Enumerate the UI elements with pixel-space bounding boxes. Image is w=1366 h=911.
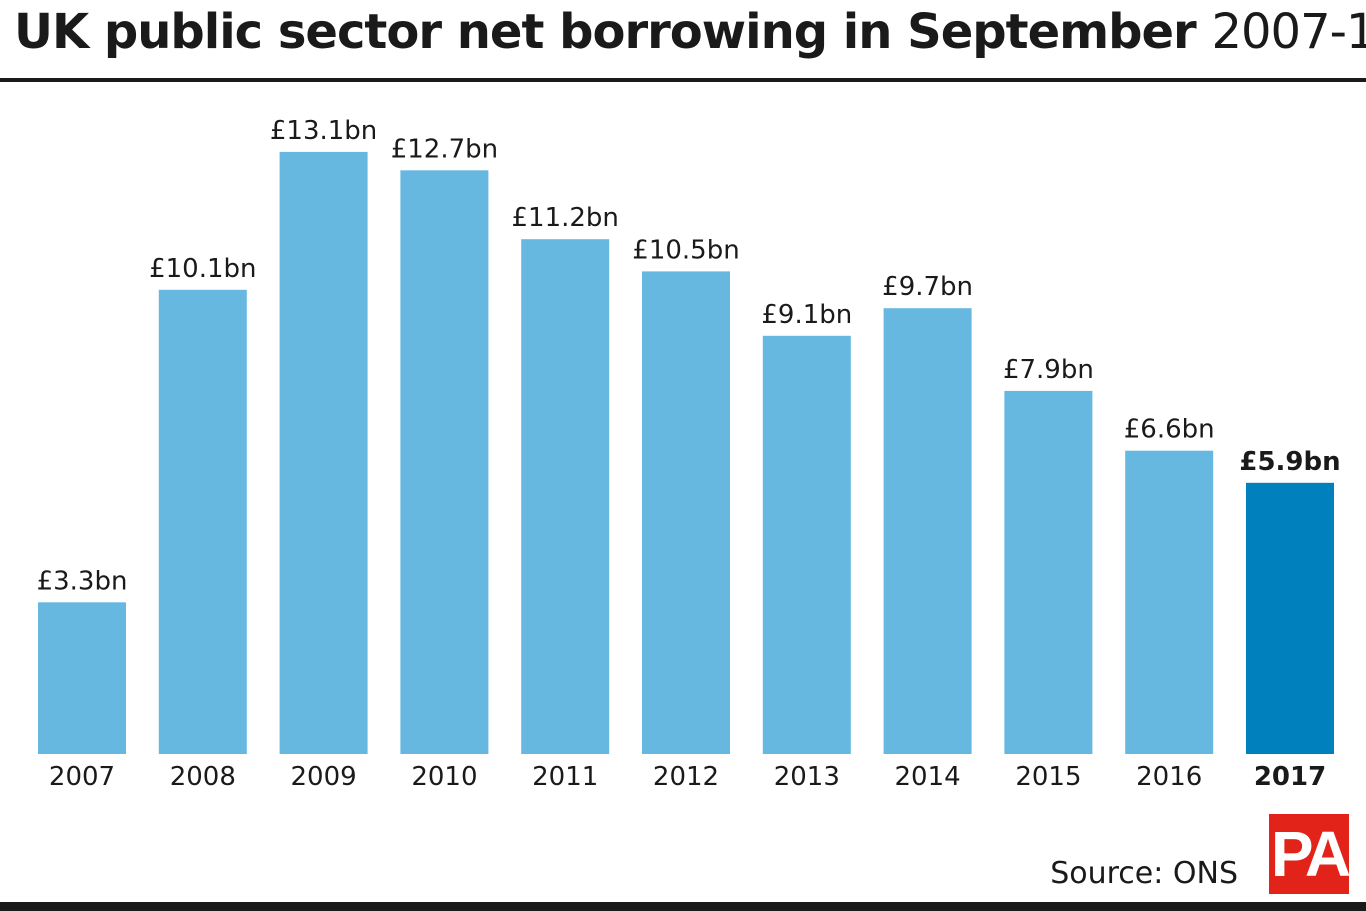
data-label-2007: £3.3bn [37, 566, 128, 596]
bar-2010 [400, 170, 489, 755]
data-label-2008: £10.1bn [149, 254, 256, 284]
data-label-2010: £12.7bn [391, 134, 498, 164]
bottom-rule [0, 902, 1366, 911]
data-label-2016: £6.6bn [1124, 415, 1215, 445]
bar-2008 [158, 289, 247, 754]
x-tick-2013: 2013 [774, 762, 840, 792]
x-tick-2015: 2015 [1015, 762, 1081, 792]
x-tick-2007: 2007 [49, 762, 115, 792]
x-tick-2012: 2012 [653, 762, 719, 792]
bar-2009 [279, 151, 368, 754]
bar-2015 [1004, 390, 1093, 754]
data-label-2017: £5.9bn [1239, 447, 1340, 477]
data-label-2011: £11.2bn [511, 203, 618, 233]
data-label-2015: £7.9bn [1003, 355, 1094, 385]
x-tick-2008: 2008 [170, 762, 236, 792]
bar-2011 [521, 239, 610, 754]
data-label-2013: £9.1bn [761, 300, 852, 330]
chart-title: UK public sector net borrowing in Septem… [14, 2, 1366, 62]
bar-2014 [883, 308, 972, 754]
bar-2007 [38, 602, 126, 754]
data-label-2014: £9.7bn [882, 272, 973, 302]
title-rule [0, 78, 1366, 82]
data-label-2009: £13.1bn [270, 116, 377, 146]
x-tick-2016: 2016 [1136, 762, 1202, 792]
pa-logo: PA [1269, 814, 1351, 894]
source-note: Source: ONS [1050, 856, 1238, 891]
chart-title-years: 2007-17 [1211, 4, 1366, 60]
chart-title-main: UK public sector net borrowing in Septem… [14, 4, 1197, 60]
x-tick-2014: 2014 [895, 762, 961, 792]
x-tick-2017: 2017 [1254, 762, 1326, 792]
x-tick-2009: 2009 [291, 762, 357, 792]
data-label-2012: £10.5bn [632, 235, 739, 265]
bar-2012 [642, 271, 730, 754]
bar-2013 [762, 335, 851, 754]
bar-2016 [1125, 450, 1214, 754]
x-tick-2011: 2011 [532, 762, 598, 792]
x-tick-2010: 2010 [411, 762, 477, 792]
bar-2017 [1246, 482, 1334, 754]
